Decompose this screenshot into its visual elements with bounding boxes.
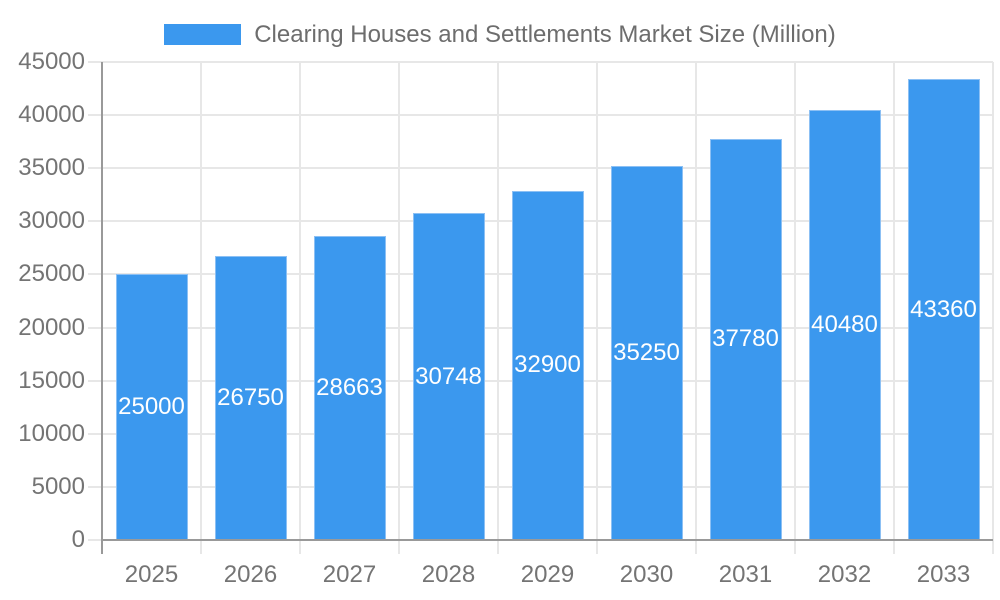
y-axis-tick-label: 40000 — [18, 101, 85, 129]
bar-value-label: 26750 — [217, 383, 284, 411]
bar-2033[interactable] — [907, 79, 980, 539]
v-gridline — [893, 62, 895, 554]
bar-value-label: 43360 — [910, 295, 977, 323]
x-axis-tick-label: 2032 — [817, 561, 872, 588]
y-axis-tick-label: 25000 — [18, 260, 85, 288]
bar-2030[interactable] — [610, 165, 683, 539]
bar-2025[interactable] — [115, 274, 188, 539]
y-tick — [88, 539, 102, 541]
v-gridline — [992, 62, 994, 554]
v-gridline — [299, 62, 301, 554]
bar-value-label: 37780 — [712, 325, 779, 353]
bar-2031[interactable] — [709, 138, 782, 539]
v-gridline — [200, 62, 202, 554]
x-axis-tick-label: 2025 — [124, 561, 179, 588]
legend-label: Clearing Houses and Settlements Market S… — [254, 21, 836, 48]
x-axis-tick-label: 2033 — [916, 561, 971, 588]
bar-2026[interactable] — [214, 255, 287, 539]
x-axis-tick-label: 2027 — [322, 561, 377, 588]
bar-value-label: 40480 — [811, 311, 878, 338]
bar-2027[interactable] — [313, 235, 386, 539]
x-axis-line — [102, 539, 993, 541]
v-gridline — [794, 62, 796, 554]
y-axis-line — [101, 62, 103, 554]
bar-value-label: 25000 — [118, 393, 185, 421]
v-gridline — [497, 62, 499, 554]
bar-value-label: 32900 — [514, 351, 581, 379]
y-axis-tick-label: 0 — [71, 526, 85, 553]
v-gridline — [695, 62, 697, 554]
bar-2028[interactable] — [412, 213, 485, 539]
v-gridline — [398, 62, 400, 554]
y-axis-tick-label: 30000 — [18, 207, 85, 235]
x-axis-tick-label: 2026 — [223, 561, 278, 588]
h-gridline — [88, 167, 993, 170]
x-axis-tick-label: 2028 — [421, 561, 476, 588]
legend-swatch — [164, 24, 242, 45]
h-gridline — [88, 61, 993, 63]
chart-legend[interactable]: Clearing Houses and Settlements Market S… — [0, 22, 1000, 47]
y-axis-tick-label: 45000 — [18, 48, 85, 75]
y-axis-tick-label: 5000 — [31, 472, 85, 500]
h-gridline — [88, 114, 993, 117]
bar-2032[interactable] — [808, 110, 881, 539]
bar-value-label: 28663 — [316, 373, 383, 401]
bar-2029[interactable] — [511, 190, 584, 539]
y-axis-tick-label: 35000 — [18, 154, 85, 182]
y-axis-tick-label: 15000 — [18, 366, 85, 394]
v-gridline — [596, 62, 598, 554]
x-axis-tick-label: 2031 — [718, 561, 773, 588]
x-axis-tick-label: 2029 — [520, 561, 575, 588]
y-axis-tick-label: 10000 — [18, 419, 85, 447]
y-axis-tick-label: 20000 — [18, 313, 85, 341]
bar-value-label: 35250 — [613, 338, 680, 366]
x-axis-tick-label: 2030 — [619, 561, 674, 588]
bar-value-label: 30748 — [415, 362, 482, 390]
